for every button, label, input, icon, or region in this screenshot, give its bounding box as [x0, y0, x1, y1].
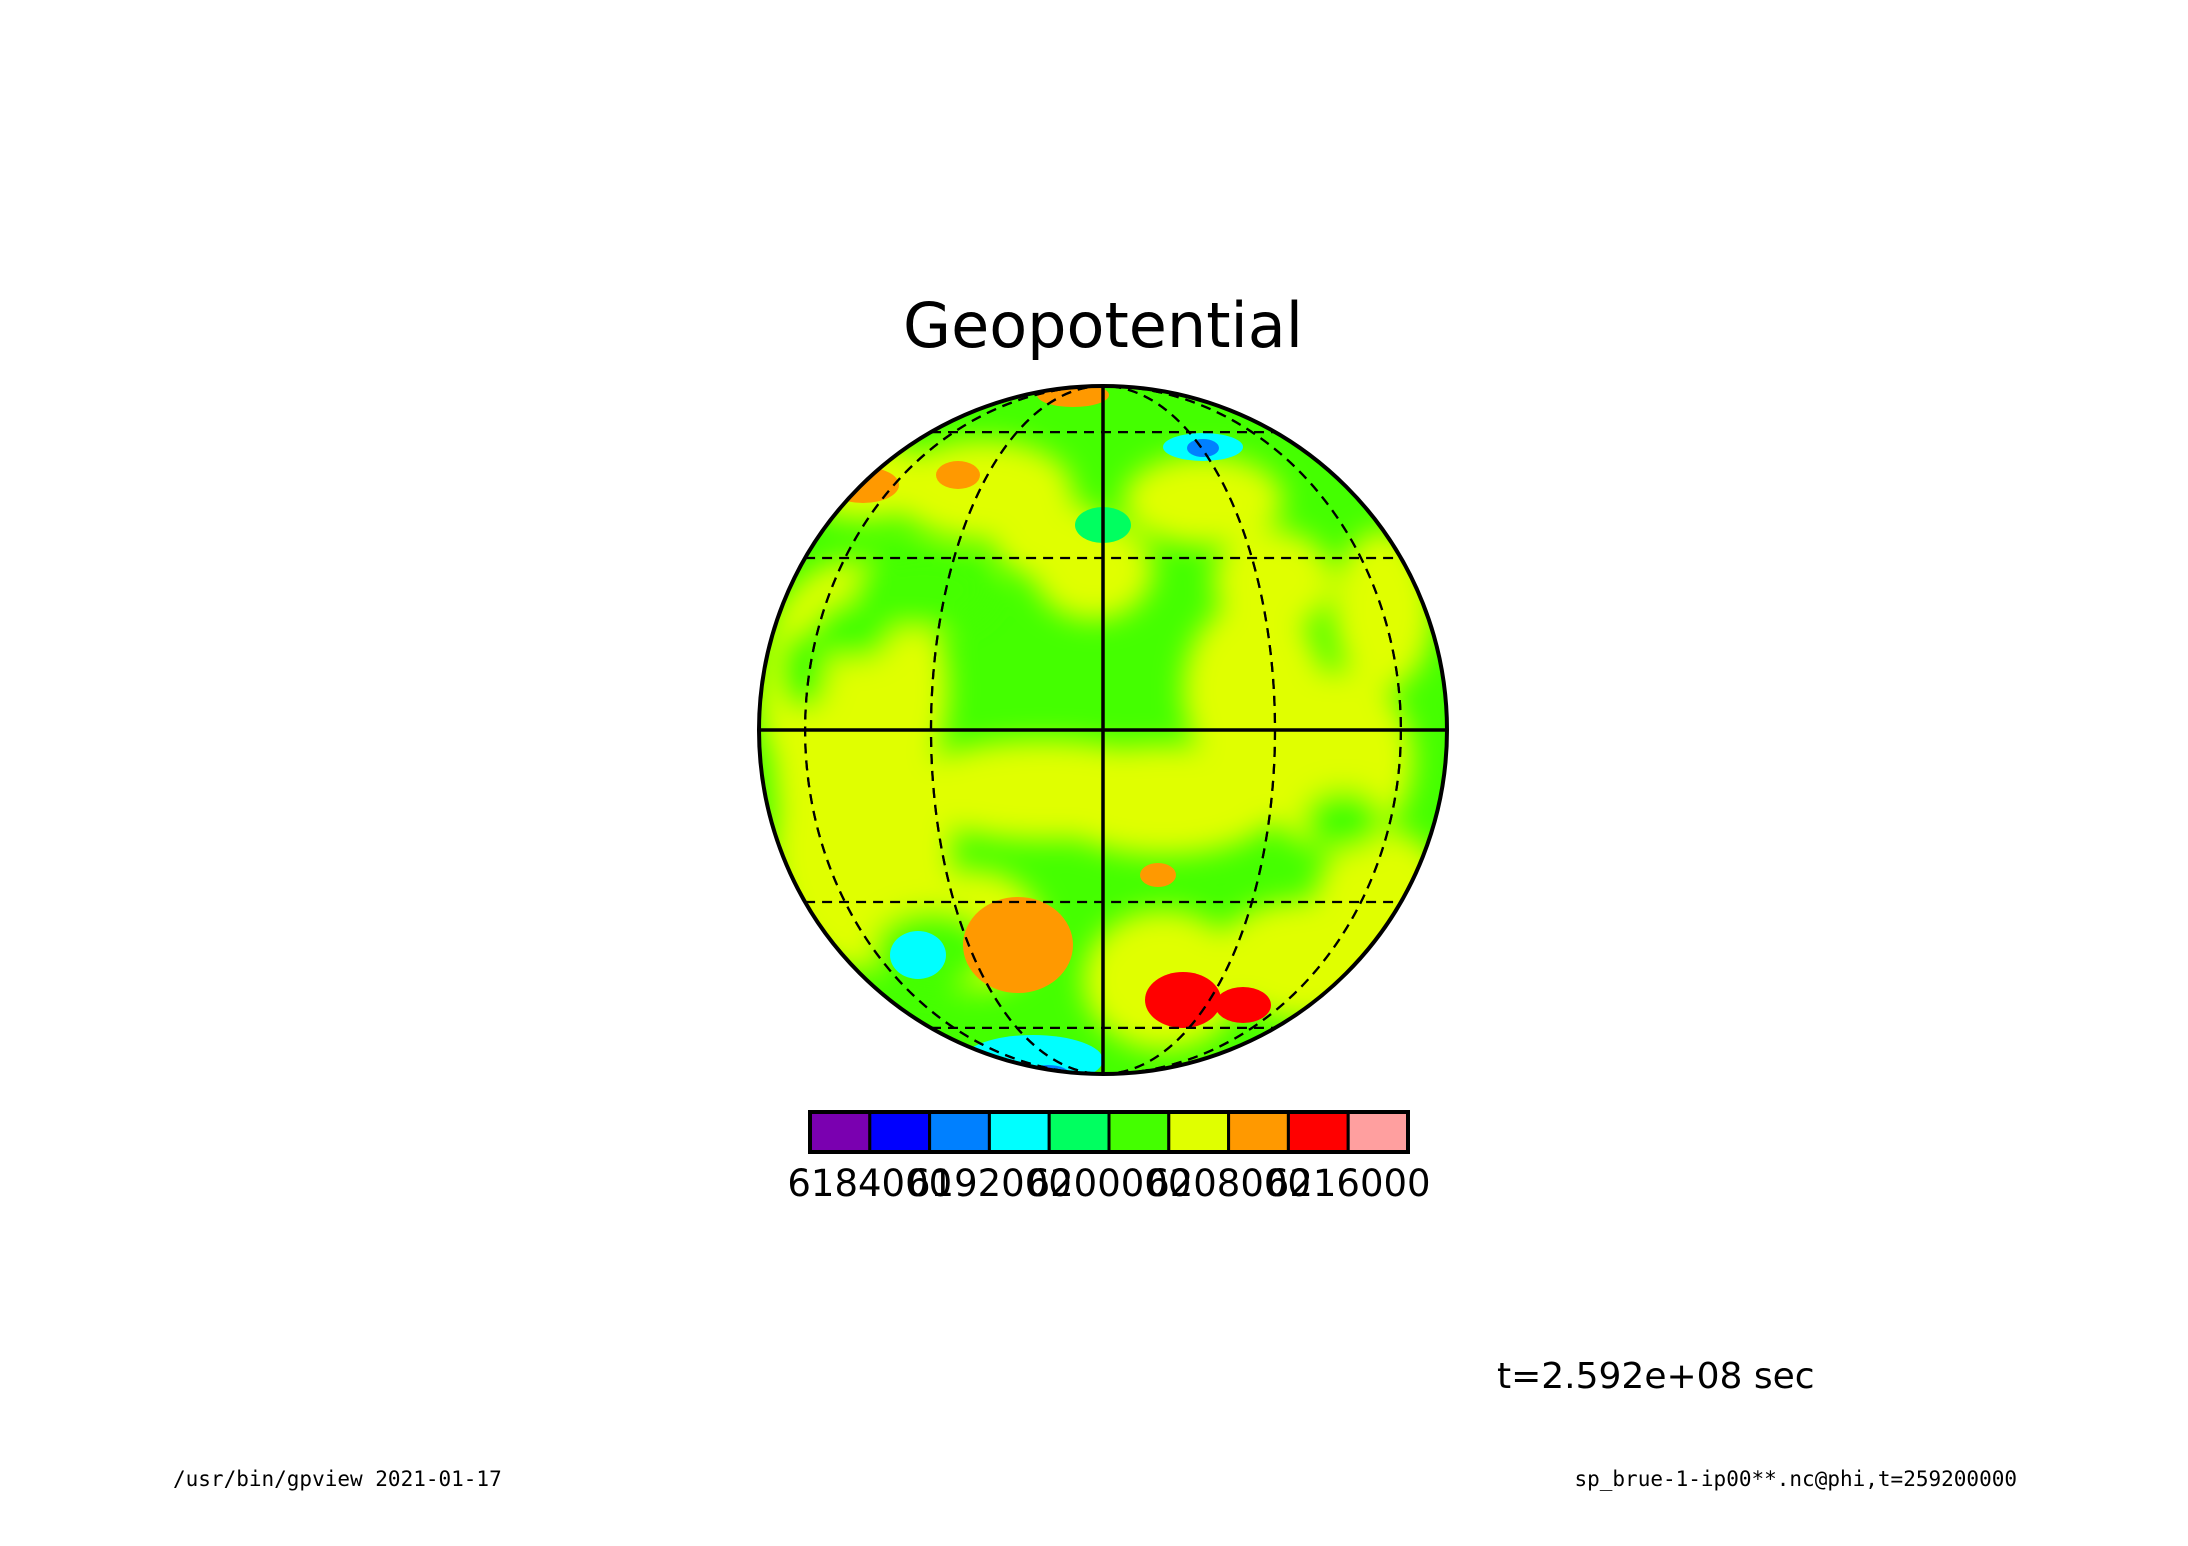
contour-region	[936, 461, 980, 489]
contour-region	[1123, 455, 1283, 545]
globe-graticule	[759, 386, 1447, 1074]
contour-region	[1145, 972, 1221, 1028]
colorbar-tick-label: 6184000	[787, 1162, 952, 1205]
colorbar-swatch	[1227, 1110, 1290, 1154]
colorbar	[808, 1110, 1410, 1154]
colorbar-swatch	[1107, 1110, 1171, 1154]
contour-region	[1140, 863, 1176, 887]
colorbar-tick-label: 6192000	[907, 1162, 1072, 1205]
colorbar-frame	[808, 1110, 1410, 1154]
contour-region	[1303, 790, 1383, 850]
chart-title: Geopotential	[903, 289, 1303, 362]
colorbar-swatch	[1286, 1110, 1350, 1154]
contour-region	[1215, 987, 1271, 1023]
colorbar-swatch	[1346, 1110, 1410, 1154]
contour-region	[778, 630, 828, 710]
colorbar-tick-label: 6216000	[1266, 1162, 1431, 1205]
contour-region	[793, 440, 933, 520]
contour-region	[963, 1035, 1103, 1074]
contour-region	[813, 600, 893, 660]
globe	[757, 384, 1449, 1076]
colorbar-swatch	[1167, 1110, 1231, 1154]
contour-region	[963, 897, 1073, 993]
colorbar-tick-label: 6208000	[1146, 1162, 1311, 1205]
colorbar-swatch	[987, 1110, 1051, 1154]
colorbar-tick-label: 6200000	[1027, 1162, 1192, 1205]
contour-region	[853, 550, 993, 630]
contour-region	[1187, 439, 1219, 457]
time-annotation: t=2.592e+08 sec	[1497, 1356, 1815, 1397]
colorbar-swatch	[808, 1110, 872, 1154]
globe-outline	[757, 384, 1449, 1076]
contour-region	[1213, 530, 1333, 630]
footer-left: /usr/bin/gpview 2021-01-17	[173, 1467, 502, 1491]
colorbar-swatch	[928, 1110, 991, 1154]
colorbar-swatch	[868, 1110, 932, 1154]
contour-region	[890, 931, 946, 979]
footer-right: sp_brue-1-ip00**.nc@phi,t=259200000	[1574, 1467, 2017, 1491]
colorbar-swatch	[1047, 1110, 1111, 1154]
